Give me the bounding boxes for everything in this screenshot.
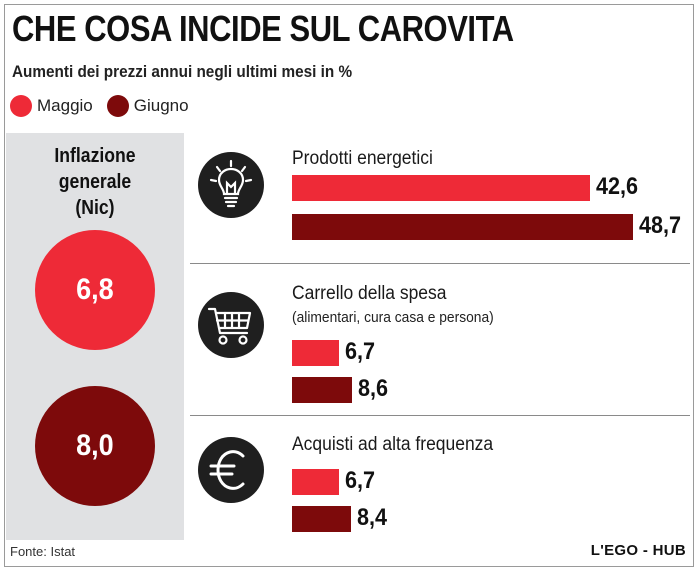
- inflation-label-line2: generale: [58, 171, 132, 193]
- inflation-value-giugno: 8,0: [76, 429, 114, 462]
- category-note-carrello: (alimentari, cura casa e persona): [292, 309, 494, 326]
- chart-subtitle: Aumenti dei prezzi annui negli ultimi me…: [12, 62, 353, 81]
- chart-title: CHE COSA INCIDE SUL CAROVITA: [12, 8, 514, 49]
- separator-line: [190, 415, 690, 416]
- category-title-carrello: Carrello della spesa: [292, 283, 447, 304]
- legend: Maggio Giugno: [10, 94, 203, 118]
- bar-label-acquisti-maggio: 6,7: [344, 467, 375, 494]
- inflation-value-maggio: 6,8: [76, 273, 114, 306]
- legend-label-maggio: Maggio: [37, 96, 93, 115]
- source-note: Fonte: Istat: [10, 544, 76, 559]
- inflation-label-line1: Inflazione: [54, 145, 136, 167]
- bar-acquisti-maggio: [292, 469, 339, 495]
- bar-label-energetici-maggio: 42,6: [596, 173, 639, 200]
- category-title-acquisti: Acquisti ad alta frequenza: [292, 434, 494, 455]
- bar-label-acquisti-giugno: 8,4: [356, 504, 387, 531]
- lightbulb-icon: [198, 152, 264, 218]
- bar-label-carrello-maggio: 6,7: [344, 338, 375, 365]
- bar-label-carrello-giugno: 8,6: [358, 375, 389, 402]
- legend-label-giugno: Giugno: [133, 96, 189, 115]
- inflation-circle-maggio: 6,8: [35, 230, 155, 350]
- category-title-energetici: Prodotti energetici: [292, 148, 433, 169]
- bar-energetici-maggio: [292, 175, 591, 201]
- legend-swatch-giugno: [106, 95, 129, 117]
- bar-carrello-giugno: [292, 377, 353, 403]
- chart-frame: [4, 4, 694, 567]
- inflation-circle-giugno: 8,0: [35, 386, 155, 506]
- inflation-label: Inflazione generale (Nic): [17, 143, 174, 221]
- euro-icon: [198, 437, 264, 503]
- bar-label-energetici-giugno: 48,7: [638, 212, 681, 239]
- bar-carrello-maggio: [292, 340, 339, 366]
- inflation-label-line3: (Nic): [75, 197, 115, 219]
- bar-energetici-giugno: [292, 214, 633, 240]
- inflation-panel: Inflazione generale (Nic) 6,8 8,0: [6, 133, 184, 540]
- credit-logo: L'EGO - HUB: [590, 542, 686, 559]
- legend-swatch-maggio: [10, 95, 32, 117]
- bar-acquisti-giugno: [292, 506, 351, 532]
- separator-line: [190, 263, 690, 264]
- shopping-cart-icon: [198, 292, 264, 358]
